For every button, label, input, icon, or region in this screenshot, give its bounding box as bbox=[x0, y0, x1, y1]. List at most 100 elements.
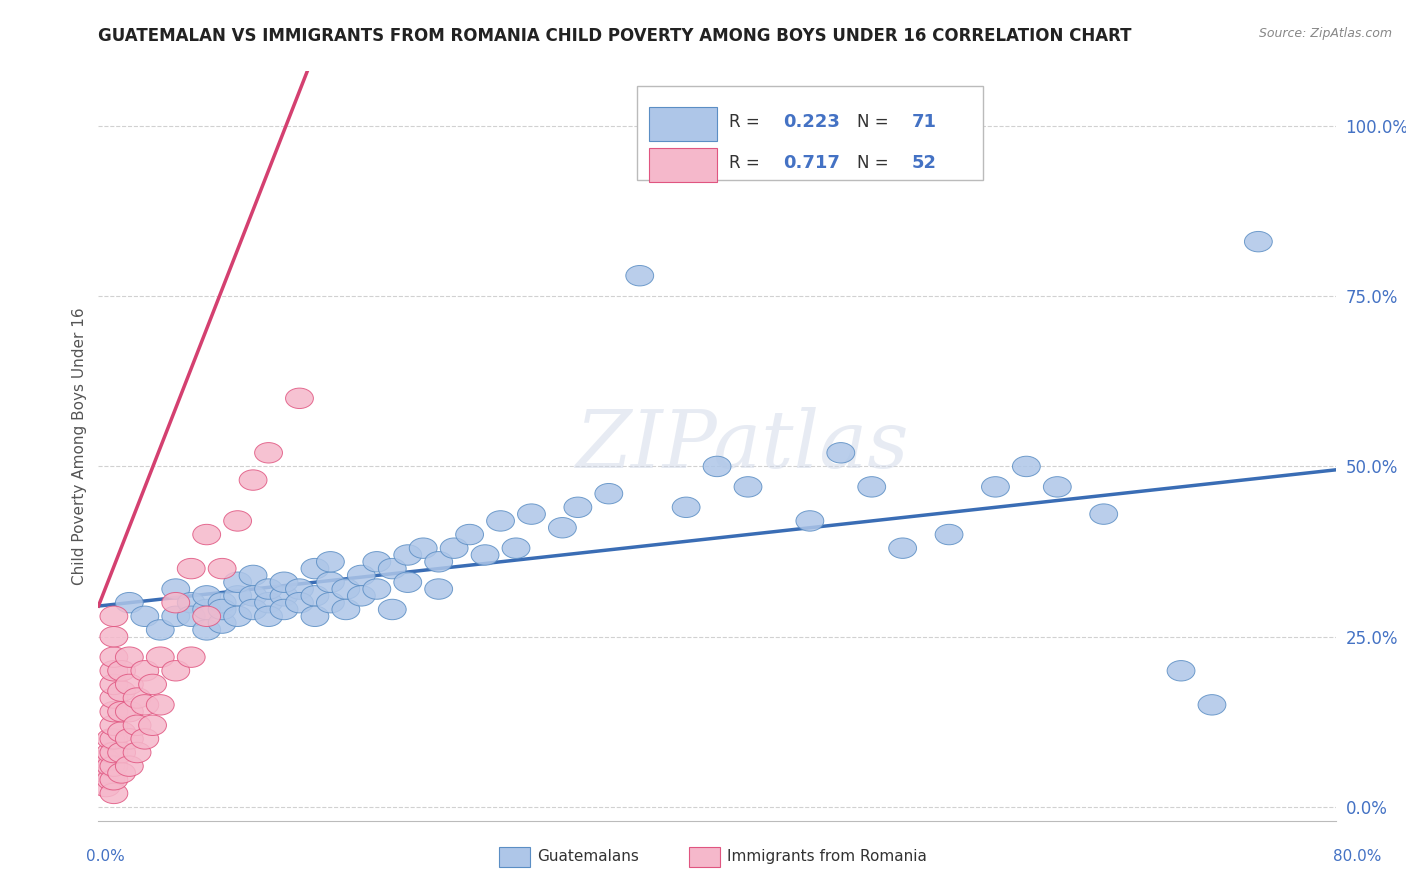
Ellipse shape bbox=[239, 566, 267, 586]
FancyBboxPatch shape bbox=[650, 148, 717, 182]
Ellipse shape bbox=[115, 701, 143, 722]
Ellipse shape bbox=[425, 579, 453, 599]
Ellipse shape bbox=[440, 538, 468, 558]
Ellipse shape bbox=[115, 592, 143, 613]
Ellipse shape bbox=[425, 551, 453, 572]
Ellipse shape bbox=[316, 572, 344, 592]
Ellipse shape bbox=[208, 558, 236, 579]
Ellipse shape bbox=[93, 749, 120, 770]
Text: R =: R = bbox=[730, 113, 765, 131]
Text: N =: N = bbox=[856, 113, 894, 131]
Ellipse shape bbox=[100, 701, 128, 722]
Ellipse shape bbox=[239, 586, 267, 606]
Ellipse shape bbox=[285, 579, 314, 599]
Ellipse shape bbox=[131, 695, 159, 715]
Ellipse shape bbox=[193, 620, 221, 640]
Ellipse shape bbox=[981, 476, 1010, 497]
Ellipse shape bbox=[363, 579, 391, 599]
Ellipse shape bbox=[301, 586, 329, 606]
Text: 0.717: 0.717 bbox=[783, 154, 839, 172]
Ellipse shape bbox=[1198, 695, 1226, 715]
Ellipse shape bbox=[177, 592, 205, 613]
Ellipse shape bbox=[564, 497, 592, 517]
Ellipse shape bbox=[889, 538, 917, 558]
Ellipse shape bbox=[139, 715, 166, 736]
Ellipse shape bbox=[93, 776, 120, 797]
Ellipse shape bbox=[124, 688, 150, 708]
Ellipse shape bbox=[703, 456, 731, 476]
Ellipse shape bbox=[193, 599, 221, 620]
Ellipse shape bbox=[239, 470, 267, 491]
Ellipse shape bbox=[224, 586, 252, 606]
Ellipse shape bbox=[146, 620, 174, 640]
Ellipse shape bbox=[626, 266, 654, 286]
Ellipse shape bbox=[97, 729, 125, 749]
Ellipse shape bbox=[517, 504, 546, 524]
Ellipse shape bbox=[254, 606, 283, 626]
Ellipse shape bbox=[595, 483, 623, 504]
Ellipse shape bbox=[100, 770, 128, 790]
Ellipse shape bbox=[124, 742, 150, 763]
Ellipse shape bbox=[1012, 456, 1040, 476]
Ellipse shape bbox=[378, 558, 406, 579]
Ellipse shape bbox=[456, 524, 484, 545]
Ellipse shape bbox=[139, 674, 166, 695]
Ellipse shape bbox=[254, 592, 283, 613]
Text: 80.0%: 80.0% bbox=[1333, 849, 1381, 863]
Ellipse shape bbox=[124, 715, 150, 736]
Ellipse shape bbox=[224, 511, 252, 531]
Ellipse shape bbox=[131, 729, 159, 749]
Ellipse shape bbox=[332, 599, 360, 620]
Ellipse shape bbox=[239, 599, 267, 620]
Ellipse shape bbox=[486, 511, 515, 531]
Ellipse shape bbox=[208, 613, 236, 633]
Ellipse shape bbox=[93, 763, 120, 783]
Ellipse shape bbox=[827, 442, 855, 463]
Ellipse shape bbox=[100, 626, 128, 647]
Ellipse shape bbox=[100, 606, 128, 626]
Ellipse shape bbox=[409, 538, 437, 558]
Ellipse shape bbox=[108, 763, 135, 783]
Ellipse shape bbox=[363, 551, 391, 572]
Ellipse shape bbox=[1167, 661, 1195, 681]
Ellipse shape bbox=[100, 688, 128, 708]
Ellipse shape bbox=[97, 770, 125, 790]
Text: ZIPatlas: ZIPatlas bbox=[575, 408, 908, 484]
Ellipse shape bbox=[100, 674, 128, 695]
Ellipse shape bbox=[100, 715, 128, 736]
Ellipse shape bbox=[131, 661, 159, 681]
Ellipse shape bbox=[193, 586, 221, 606]
Ellipse shape bbox=[301, 558, 329, 579]
Ellipse shape bbox=[97, 756, 125, 776]
Ellipse shape bbox=[332, 579, 360, 599]
Ellipse shape bbox=[115, 756, 143, 776]
Ellipse shape bbox=[162, 606, 190, 626]
Ellipse shape bbox=[270, 572, 298, 592]
Ellipse shape bbox=[100, 742, 128, 763]
Text: GUATEMALAN VS IMMIGRANTS FROM ROMANIA CHILD POVERTY AMONG BOYS UNDER 16 CORRELAT: GUATEMALAN VS IMMIGRANTS FROM ROMANIA CH… bbox=[98, 27, 1132, 45]
Ellipse shape bbox=[146, 695, 174, 715]
Ellipse shape bbox=[672, 497, 700, 517]
Ellipse shape bbox=[108, 722, 135, 742]
Ellipse shape bbox=[131, 606, 159, 626]
Ellipse shape bbox=[97, 742, 125, 763]
Ellipse shape bbox=[394, 545, 422, 566]
Ellipse shape bbox=[347, 586, 375, 606]
Ellipse shape bbox=[1090, 504, 1118, 524]
Ellipse shape bbox=[224, 572, 252, 592]
Ellipse shape bbox=[100, 729, 128, 749]
Ellipse shape bbox=[378, 599, 406, 620]
Ellipse shape bbox=[115, 674, 143, 695]
Ellipse shape bbox=[162, 661, 190, 681]
Ellipse shape bbox=[270, 586, 298, 606]
Ellipse shape bbox=[193, 524, 221, 545]
Ellipse shape bbox=[177, 647, 205, 667]
Ellipse shape bbox=[162, 592, 190, 613]
Ellipse shape bbox=[471, 545, 499, 566]
Ellipse shape bbox=[316, 592, 344, 613]
Ellipse shape bbox=[108, 742, 135, 763]
Ellipse shape bbox=[1043, 476, 1071, 497]
Ellipse shape bbox=[1244, 231, 1272, 252]
Ellipse shape bbox=[796, 511, 824, 531]
Text: Immigrants from Romania: Immigrants from Romania bbox=[727, 849, 927, 863]
